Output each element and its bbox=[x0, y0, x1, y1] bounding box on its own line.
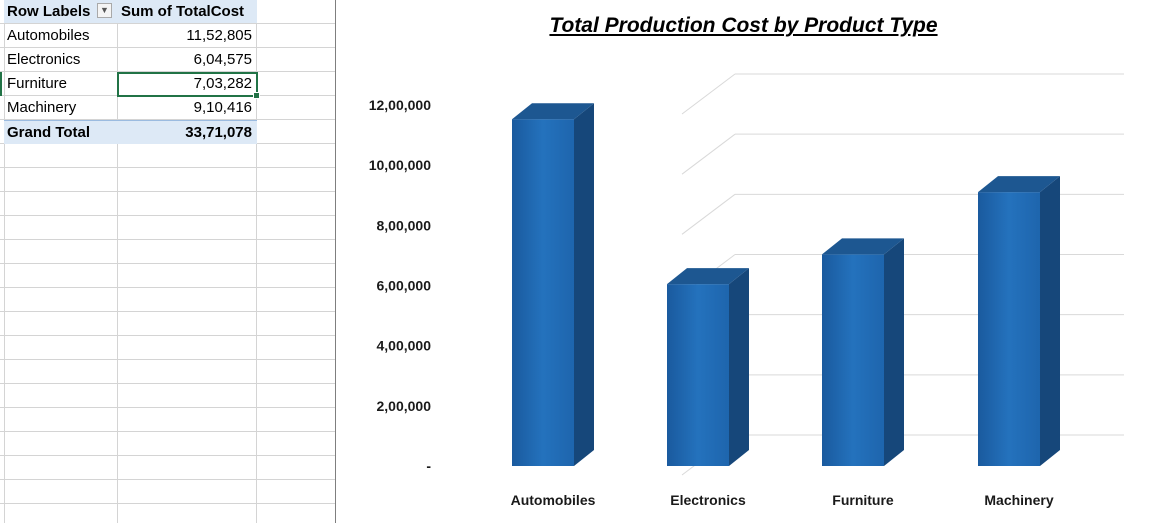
pivot-row-furniture: Furniture 7,03,282 bbox=[4, 72, 257, 95]
bar-automobiles[interactable] bbox=[512, 103, 594, 467]
grid-row-line bbox=[0, 431, 336, 432]
value-field-header-cell[interactable]: Sum of TotalCost bbox=[117, 0, 256, 23]
grid-row-line bbox=[0, 359, 336, 360]
y-tick-label: 6,00,000 bbox=[377, 278, 432, 294]
grid-row-line bbox=[0, 71, 336, 72]
bar-machinery[interactable] bbox=[978, 176, 1060, 466]
value-field-header: Sum of TotalCost bbox=[121, 3, 245, 20]
grid-column-line bbox=[117, 0, 118, 523]
value-cell[interactable]: 9,10,416 bbox=[193, 99, 252, 116]
value-cell[interactable]: 6,04,575 bbox=[193, 51, 252, 68]
dropdown-arrow-icon[interactable]: ▼ bbox=[97, 3, 112, 18]
value-cell[interactable]: 11,52,805 bbox=[186, 27, 252, 44]
bar-side bbox=[1040, 176, 1060, 466]
gridline-side bbox=[681, 193, 736, 235]
y-tick-label: 4,00,000 bbox=[377, 338, 432, 354]
bar-top bbox=[978, 176, 1060, 193]
row-label-cell[interactable]: Furniture bbox=[7, 75, 68, 92]
row-label-cell[interactable]: Electronics bbox=[7, 51, 81, 68]
bar-front[interactable] bbox=[978, 192, 1040, 466]
bar-front[interactable] bbox=[667, 284, 729, 466]
row-label-cell[interactable]: Machinery bbox=[7, 99, 77, 116]
x-tick-label: Automobiles bbox=[511, 492, 596, 508]
grid-row-line bbox=[0, 335, 336, 336]
y-tick-label: 2,00,000 bbox=[377, 398, 432, 414]
grid-column-line bbox=[4, 0, 5, 523]
fill-handle[interactable] bbox=[253, 92, 260, 99]
grid-row-line bbox=[0, 167, 336, 168]
grid-row-line bbox=[0, 503, 336, 504]
grid-row-line bbox=[0, 407, 336, 408]
bar-side bbox=[729, 268, 749, 466]
bar-side bbox=[574, 103, 594, 467]
grid-row-line bbox=[0, 239, 336, 240]
chart-container[interactable]: Total Production Cost by Product Type - 2… bbox=[335, 0, 1151, 523]
grid-row-line bbox=[0, 263, 336, 264]
grid-row-line bbox=[0, 119, 336, 120]
pivot-row-electronics: Electronics 6,04,575 bbox=[4, 48, 257, 71]
grid-row-line bbox=[0, 479, 336, 480]
row-labels-header: Row Labels bbox=[7, 3, 91, 20]
row-label-cell[interactable]: Automobiles bbox=[7, 27, 90, 44]
grid-row-line bbox=[0, 215, 336, 216]
row-labels-header-cell[interactable]: Row Labels bbox=[4, 0, 116, 23]
y-tick-label: - bbox=[426, 458, 431, 474]
x-tick-label: Machinery bbox=[984, 492, 1053, 508]
chart-title[interactable]: Total Production Cost by Product Type bbox=[549, 14, 938, 37]
bar-top bbox=[667, 268, 749, 285]
grid-row-line bbox=[0, 191, 336, 192]
bar-side bbox=[884, 238, 904, 466]
y-tick-label: 8,00,000 bbox=[377, 217, 432, 233]
x-tick-label: Furniture bbox=[832, 492, 894, 508]
gridline-side bbox=[681, 133, 736, 175]
grid-row-line bbox=[0, 287, 336, 288]
x-tick-label: Electronics bbox=[670, 492, 746, 508]
grid-column-line bbox=[256, 0, 257, 523]
bar-electronics[interactable] bbox=[667, 268, 749, 466]
grid-row-line bbox=[0, 311, 336, 312]
pivot-header-row: Row Labels ▼ Sum of TotalCost bbox=[4, 0, 257, 23]
grid-row-line bbox=[0, 383, 336, 384]
active-cell-selection[interactable] bbox=[117, 72, 260, 99]
y-tick-label: 12,00,000 bbox=[369, 97, 431, 113]
bar-chart[interactable]: - 2,00,000 4,00,000 6,00,000 8,00,000 10,00,0… bbox=[336, 0, 1151, 523]
bar-front[interactable] bbox=[512, 119, 574, 467]
bar-top bbox=[512, 103, 594, 120]
bar-top bbox=[822, 238, 904, 255]
grand-total-value-cell[interactable]: 33,71,078 bbox=[185, 124, 252, 141]
grid-row-line bbox=[0, 455, 336, 456]
active-row-indicator bbox=[0, 72, 2, 96]
bar-front[interactable] bbox=[822, 254, 884, 466]
value-cell[interactable]: 7,03,282 bbox=[193, 75, 252, 92]
grid-row-line bbox=[0, 47, 336, 48]
grand-total-label-cell[interactable]: Grand Total bbox=[7, 124, 91, 141]
spreadsheet-grid[interactable]: Row Labels ▼ Sum of TotalCost Automobile… bbox=[0, 0, 336, 523]
grid-row-line bbox=[0, 23, 336, 24]
pivot-row-machinery: Machinery 9,10,416 bbox=[4, 96, 257, 119]
gridline-side bbox=[681, 73, 736, 115]
bar-furniture[interactable] bbox=[822, 238, 904, 466]
y-tick-label: 10,00,000 bbox=[369, 157, 431, 173]
pivot-grand-total-row: Grand Total 33,71,078 bbox=[4, 120, 257, 144]
pivot-row-automobiles: Automobiles 11,52,805 bbox=[4, 24, 257, 47]
